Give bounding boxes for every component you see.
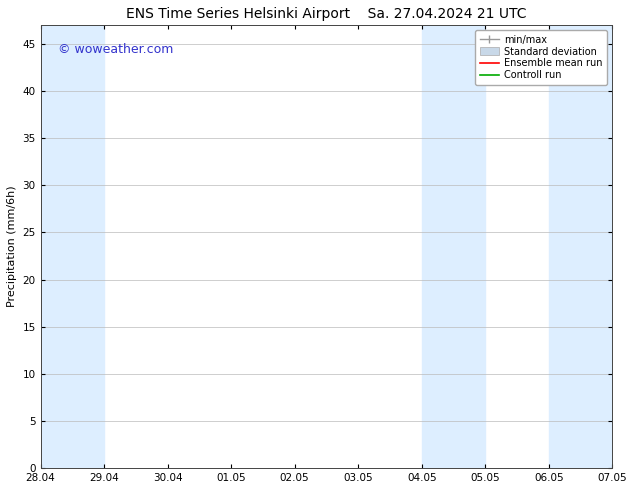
- Y-axis label: Precipitation (mm/6h): Precipitation (mm/6h): [7, 186, 17, 307]
- Text: © woweather.com: © woweather.com: [58, 43, 173, 56]
- Title: ENS Time Series Helsinki Airport    Sa. 27.04.2024 21 UTC: ENS Time Series Helsinki Airport Sa. 27.…: [126, 7, 527, 21]
- Bar: [41, 25, 104, 468]
- Bar: [549, 25, 612, 468]
- Legend: min/max, Standard deviation, Ensemble mean run, Controll run: min/max, Standard deviation, Ensemble me…: [475, 30, 607, 85]
- Bar: [422, 25, 485, 468]
